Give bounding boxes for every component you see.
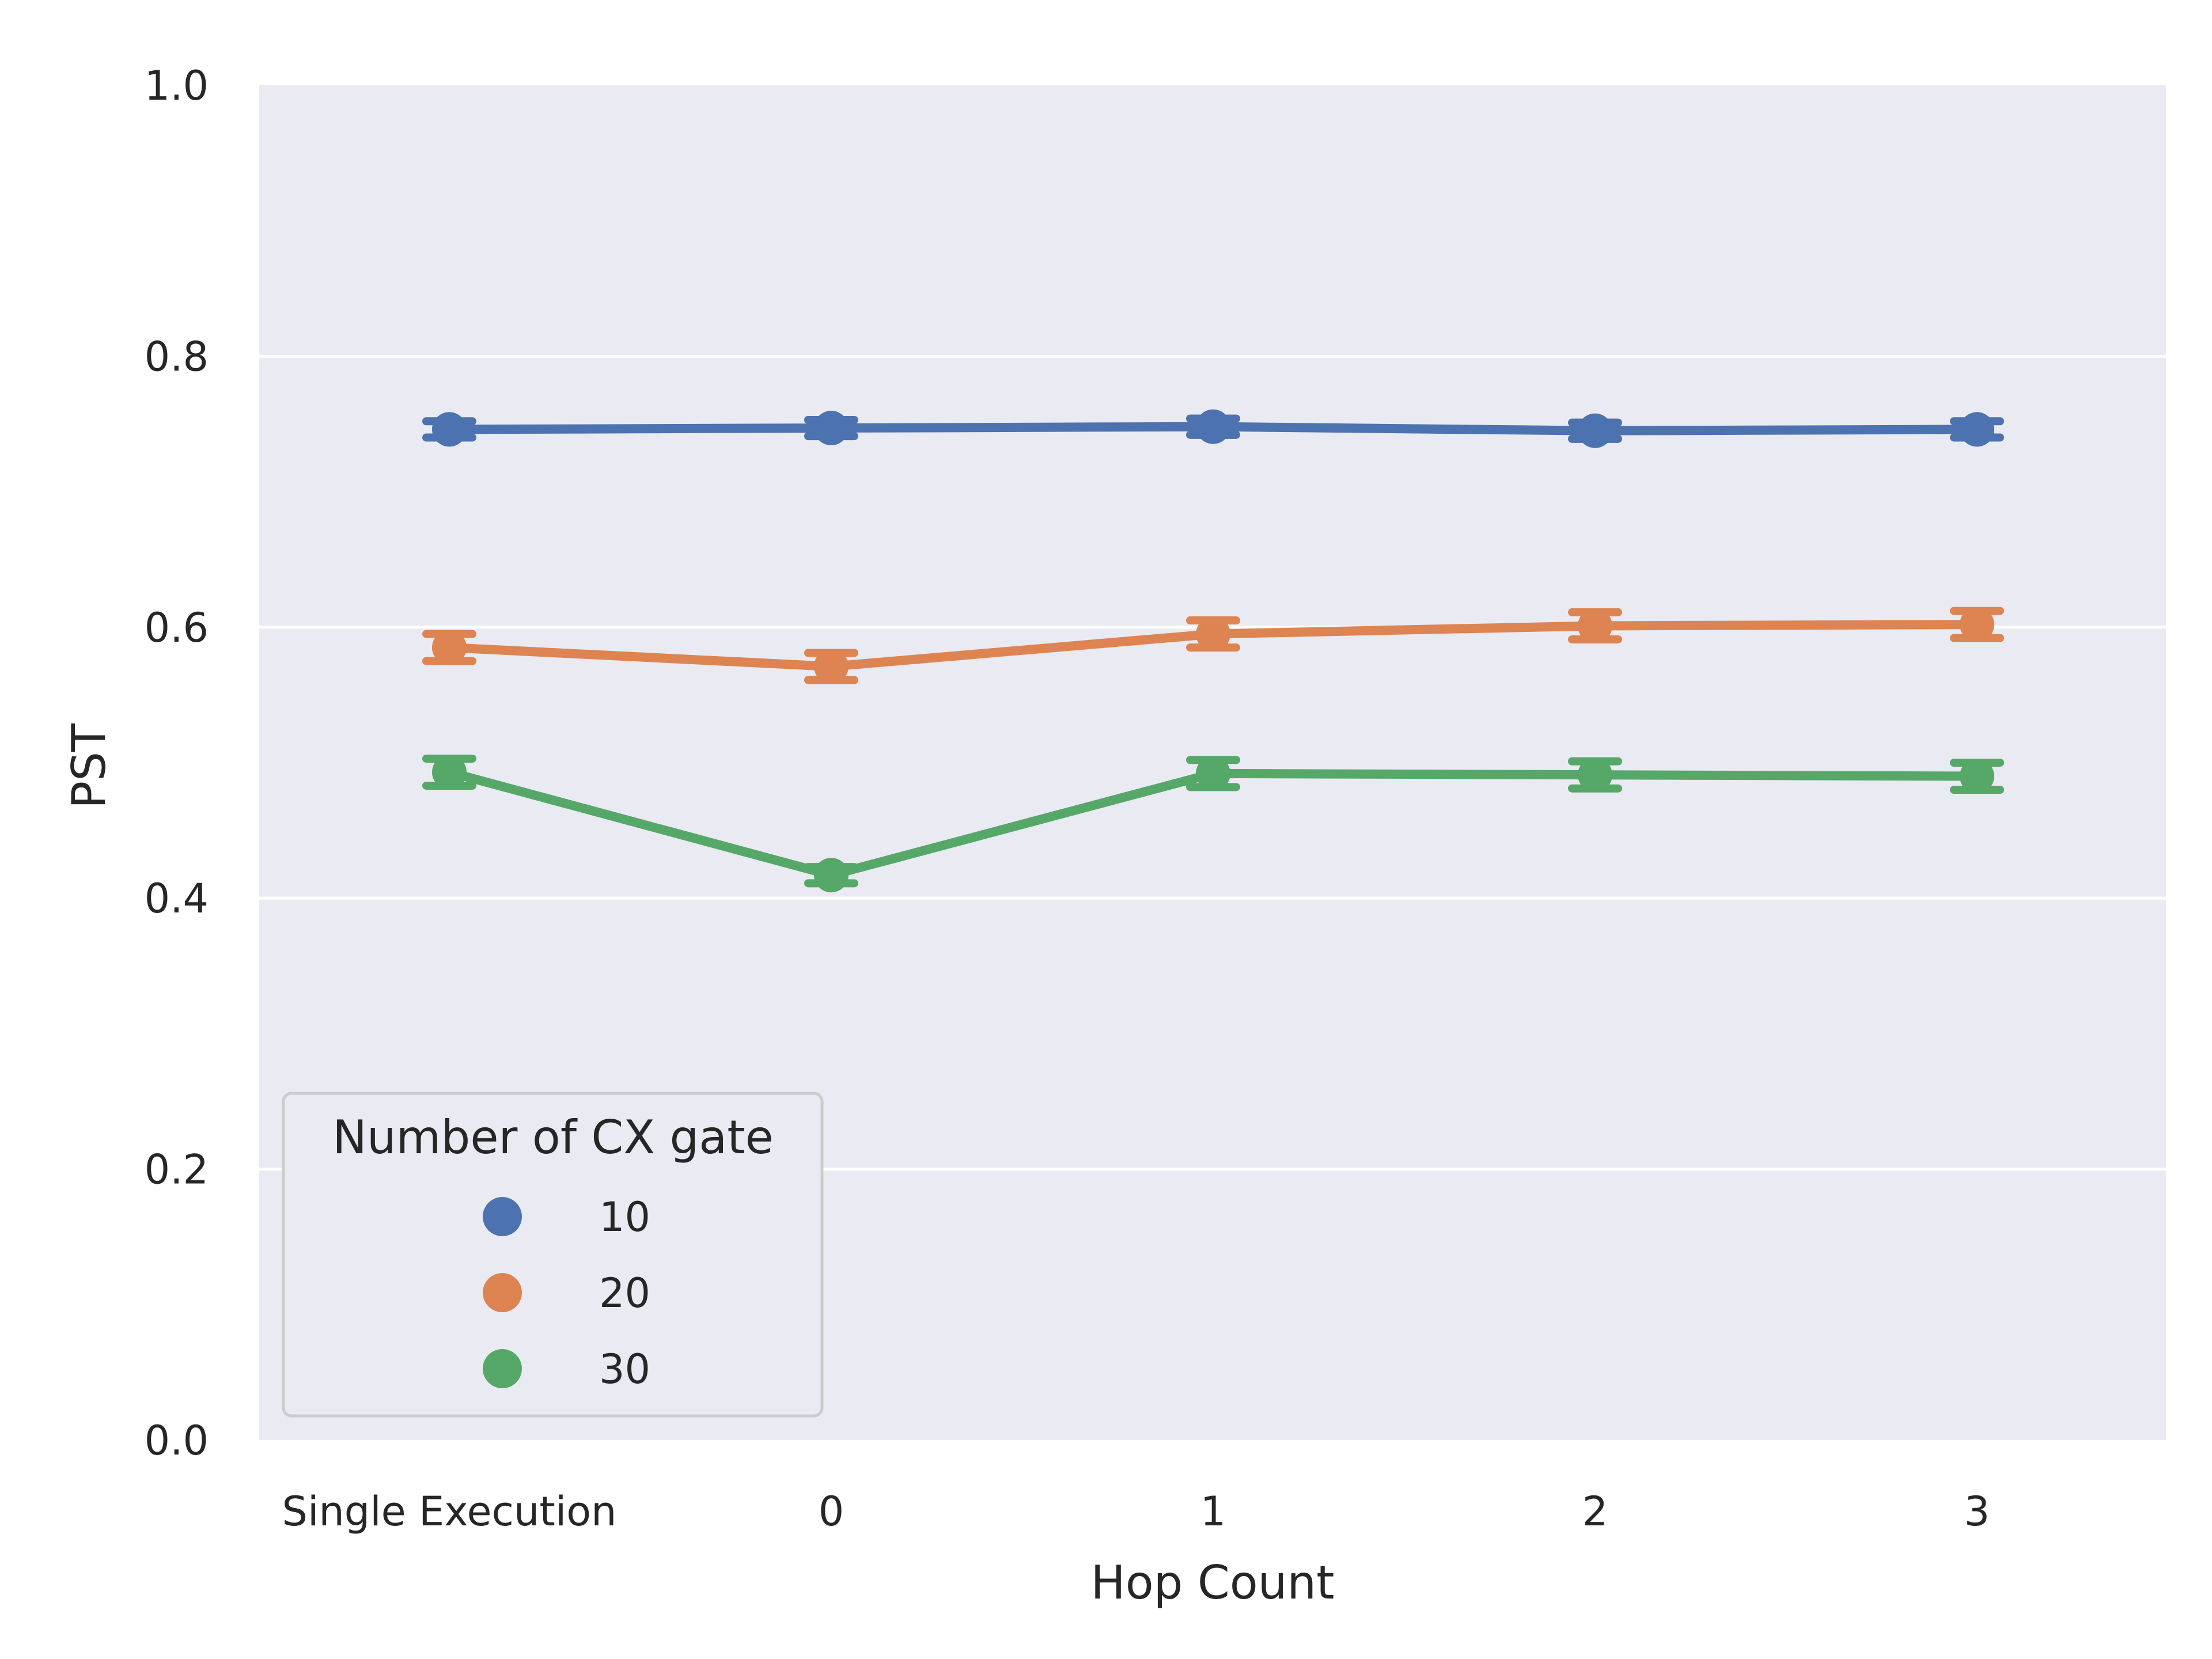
data-point — [814, 858, 849, 893]
series-20 — [422, 607, 2004, 684]
data-point — [1960, 759, 1994, 794]
y-tick-label: 0.8 — [145, 333, 209, 380]
data-point — [1578, 757, 1612, 793]
x-tick-label: 0 — [819, 1488, 844, 1535]
y-axis-title: PST — [62, 723, 116, 809]
y-tick-label: 0.4 — [145, 875, 209, 922]
legend-box — [282, 1092, 824, 1418]
data-point — [1578, 413, 1612, 448]
y-tick-label: 0.6 — [145, 604, 209, 652]
data-point — [432, 412, 467, 447]
data-point — [1196, 616, 1230, 652]
data-point — [1578, 608, 1612, 643]
legend-marker — [483, 1349, 522, 1388]
data-point — [1960, 412, 1994, 447]
x-tick-label: Single Execution — [282, 1488, 617, 1535]
x-axis-title: Hop Count — [1091, 1556, 1335, 1609]
legend-label: 20 — [599, 1270, 650, 1317]
x-tick-label: 2 — [1582, 1488, 1608, 1535]
x-tick-label: 1 — [1200, 1488, 1226, 1535]
data-point — [432, 755, 467, 790]
legend-title: Number of CX gate — [332, 1111, 774, 1164]
data-point — [432, 630, 467, 665]
y-tick-labels: 0.0 0.2 0.4 0.6 0.8 1.0 — [145, 62, 209, 1464]
data-point — [814, 411, 849, 446]
data-point — [1196, 409, 1230, 444]
y-tick-label: 1.0 — [145, 62, 209, 109]
data-point — [1196, 756, 1230, 791]
x-tick-labels: Single Execution 0 1 2 3 — [282, 1488, 1990, 1535]
legend-label: 10 — [599, 1194, 650, 1241]
x-tick-label: 3 — [1964, 1488, 1990, 1535]
legend-items: 10 20 30 — [483, 1194, 650, 1393]
legend-marker — [483, 1273, 522, 1312]
series-10 — [422, 409, 2004, 448]
y-tick-label: 0.2 — [145, 1146, 209, 1194]
data-point — [1960, 607, 1994, 642]
legend: Number of CX gate 10 20 30 — [282, 1092, 824, 1418]
legend-marker — [483, 1197, 522, 1236]
series-layer — [422, 409, 2004, 893]
legend-label: 30 — [599, 1346, 650, 1393]
series-30 — [422, 754, 2004, 893]
data-point — [814, 649, 849, 684]
y-tick-label: 0.0 — [145, 1417, 209, 1464]
